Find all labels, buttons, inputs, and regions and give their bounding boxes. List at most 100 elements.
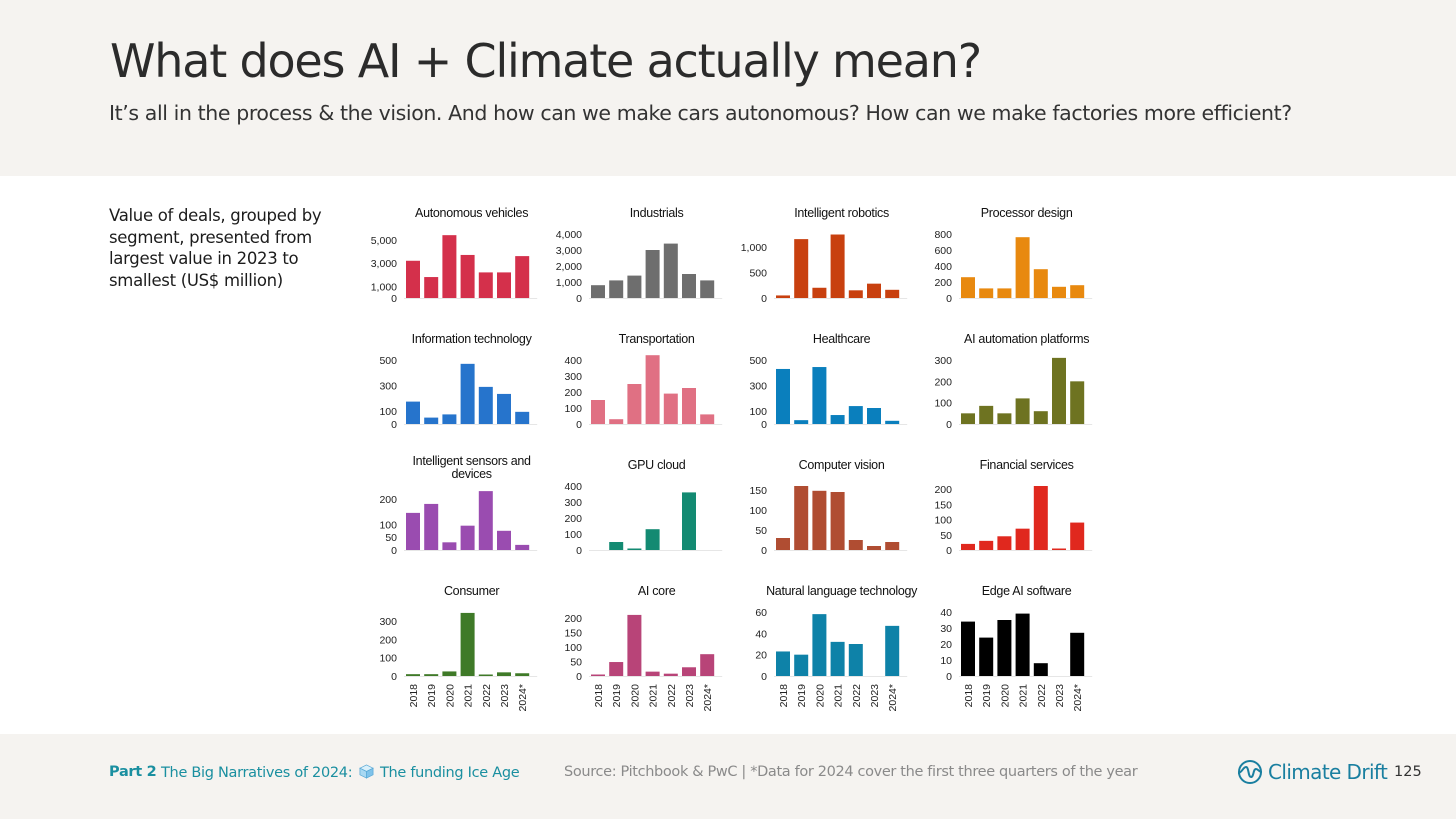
chart-11-ytick-label: 50 <box>755 525 767 537</box>
chart-12-bar <box>961 543 975 550</box>
chart-2-bar <box>627 275 642 298</box>
chart-1-bar <box>406 260 420 298</box>
chart-13-xtick-label: 2023 <box>499 684 511 708</box>
chart-8-bar <box>979 405 994 424</box>
chart-9-ytick-label: 200 <box>379 494 397 506</box>
chart-15-xtick-label: 2024* <box>887 684 899 711</box>
chart-16-xtick-label: 2020 <box>999 684 1011 708</box>
chart-13-bar <box>406 674 420 676</box>
chart-5-ytick-label: 0 <box>391 419 397 431</box>
chart-4-ytick-label: 600 <box>934 245 952 257</box>
chart-12-bar <box>997 536 1012 550</box>
chart-12-bar <box>1052 548 1066 550</box>
chart-9-bar <box>406 512 420 550</box>
chart-12-bar <box>1015 528 1030 550</box>
chart-16-ytick-label: 10 <box>940 655 952 667</box>
chart-5-bar <box>460 363 475 424</box>
chart-10-ytick-label: 100 <box>564 529 582 541</box>
chart-11-bar <box>812 490 827 550</box>
chart-14-xtick-label: 2018 <box>593 684 605 708</box>
chart-5-bar <box>424 417 439 424</box>
footer-source: Source: Pitchbook & PwC | *Data for 2024… <box>564 764 1138 780</box>
chart-5-bar <box>442 414 457 424</box>
page-title: What does AI + Climate actually mean? <box>110 34 982 88</box>
chart-2-ytick-label: 4,000 <box>556 229 582 241</box>
chart-15-bar <box>830 641 845 676</box>
chart-3-ytick-label: 500 <box>749 267 767 279</box>
footer-narrative[interactable]: The Big Narratives of 2024: The funding … <box>161 764 520 781</box>
chart-5-bar <box>406 401 420 424</box>
chart-16-title: Edge AI software <box>982 584 1072 598</box>
chart-7-bar <box>830 415 845 424</box>
chart-4-bar <box>1052 286 1066 298</box>
chart-1-title: Autonomous vehicles <box>415 206 528 220</box>
chart-6-title: Transportation <box>619 332 695 346</box>
chart-11-ytick-label: 100 <box>749 505 767 517</box>
chart-6-bar <box>627 384 642 424</box>
chart-15-xtick-label: 2018 <box>778 684 790 708</box>
chart-7-bar <box>794 420 809 424</box>
chart-4-ytick-label: 800 <box>934 229 952 241</box>
chart-4-bar <box>1015 237 1030 298</box>
chart-10-bar <box>609 542 624 550</box>
chart-13-ytick-label: 200 <box>379 634 397 646</box>
chart-3-bar <box>867 283 881 298</box>
chart-9-ytick-label: 0 <box>391 545 397 557</box>
chart-6-ytick-label: 400 <box>564 355 582 367</box>
chart-8-bar <box>1033 411 1048 424</box>
chart-7-ytick-label: 300 <box>749 381 767 393</box>
chart-1-bar <box>478 272 493 298</box>
chart-7-ytick-label: 500 <box>749 355 767 367</box>
chart-4-bar <box>1070 285 1085 298</box>
page-number: 125 <box>1394 764 1422 780</box>
chart-13-bar <box>515 673 530 676</box>
chart-6-ytick-label: 200 <box>564 387 582 399</box>
chart-15-xtick-label: 2023 <box>869 684 881 708</box>
chart-8-bar <box>1015 398 1030 424</box>
chart-14-bar <box>700 654 715 676</box>
brand-logo[interactable]: Climate Drift <box>1236 758 1388 786</box>
chart-15-bar <box>812 614 827 676</box>
chart-10-ytick-label: 0 <box>576 545 582 557</box>
chart-13-xtick-label: 2019 <box>426 684 438 708</box>
chart-6-bar <box>645 355 660 424</box>
chart-9-bar <box>478 491 493 550</box>
chart-1-ytick-label: 5,000 <box>371 235 397 247</box>
chart-9-ytick-label: 50 <box>385 532 397 544</box>
chart-16-xtick-label: 2022 <box>1036 684 1048 708</box>
chart-16-bar <box>997 620 1012 676</box>
chart-13-bar <box>460 612 475 676</box>
chart-11-bar <box>848 540 863 550</box>
chart-14-bar <box>663 673 678 676</box>
chart-5-bar <box>515 411 530 424</box>
chart-6-bar <box>663 393 678 424</box>
climate-drift-wave-icon <box>1237 760 1263 784</box>
chart-1-bar <box>515 256 530 298</box>
chart-16-bar <box>961 621 975 676</box>
chart-13-bar <box>442 671 457 676</box>
chart-9-ytick-label: 100 <box>379 519 397 531</box>
chart-9-title: Intelligent sensors and <box>413 454 532 468</box>
chart-14-ytick-label: 200 <box>564 613 582 625</box>
chart-4-ytick-label: 200 <box>934 277 952 289</box>
chart-12-ytick-label: 150 <box>934 499 952 511</box>
chart-7-bar <box>848 406 863 424</box>
chart-11-ytick-label: 150 <box>749 485 767 497</box>
chart-15-ytick-label: 40 <box>755 628 767 640</box>
chart-5-ytick-label: 100 <box>379 406 397 418</box>
chart-3-bar <box>885 289 900 298</box>
chart-15-bar <box>794 654 809 676</box>
chart-10-ytick-label: 300 <box>564 497 582 509</box>
chart-14-ytick-label: 50 <box>570 656 582 668</box>
chart-3-bar <box>812 287 827 298</box>
chart-16-ytick-label: 20 <box>940 639 952 651</box>
chart-3-ytick-label: 0 <box>761 293 767 305</box>
chart-14-bar <box>609 662 624 676</box>
chart-11-title: Computer vision <box>799 458 885 472</box>
chart-3-bar <box>776 295 790 298</box>
chart-4-bar <box>1033 269 1048 298</box>
chart-9-bar <box>424 503 439 550</box>
chart-16-ytick-label: 0 <box>946 671 952 683</box>
chart-8-ytick-label: 200 <box>934 376 952 388</box>
